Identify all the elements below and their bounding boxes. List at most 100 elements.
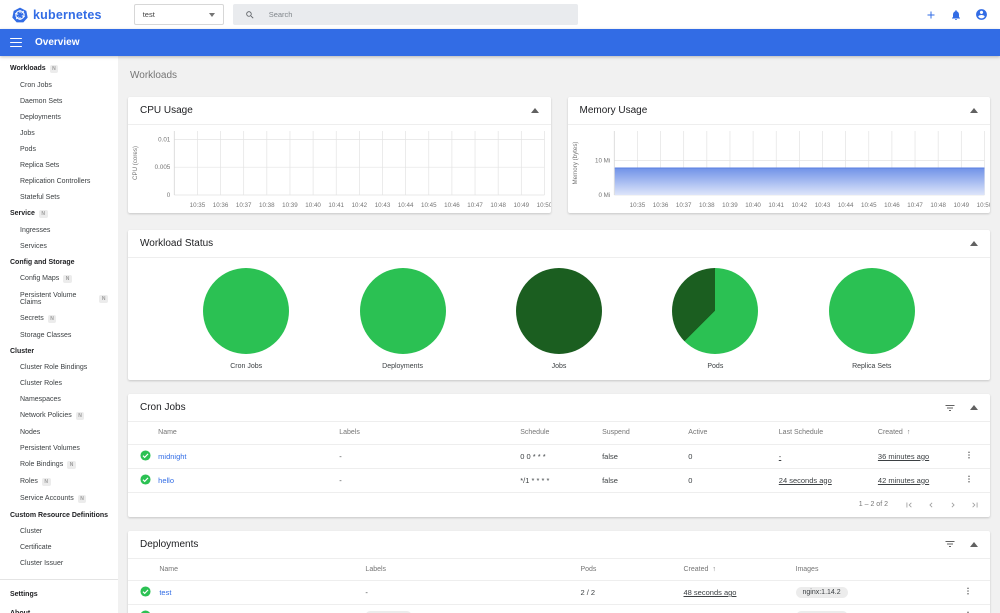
sidebar-item-cron-jobs[interactable]: Cron Jobs — [0, 77, 118, 93]
filter-button[interactable] — [944, 538, 956, 550]
next-page-button[interactable] — [948, 500, 958, 510]
search-bar[interactable] — [232, 4, 578, 25]
namespaced-badge: N — [41, 477, 51, 486]
sidebar-item-service[interactable]: Service N — [0, 205, 118, 222]
sidebar-item-cluster[interactable]: Cluster — [0, 343, 118, 359]
cell-labels: - — [339, 444, 521, 469]
sidebar-item-network-policies[interactable]: Network Policies N — [0, 407, 118, 424]
sidebar-item-pods[interactable]: Pods — [0, 141, 118, 157]
svg-text:10:41: 10:41 — [328, 202, 344, 209]
cell-name: test — [159, 580, 366, 605]
sidebar-item-config-maps[interactable]: Config Maps N — [0, 270, 118, 287]
column-header-schedule[interactable]: Schedule — [520, 422, 603, 445]
column-header-created[interactable]: Created ↑ — [877, 422, 963, 445]
cell-name: hello — [158, 468, 340, 493]
account-button[interactable] — [975, 8, 988, 21]
cell-created: 36 minutes ago — [877, 444, 963, 469]
sidebar-item-services[interactable]: Services — [0, 238, 118, 254]
resource-link[interactable]: hello — [158, 475, 175, 485]
resource-link[interactable]: midnight — [158, 451, 187, 461]
sidebar-item-label: Cluster — [20, 527, 43, 535]
column-header-pods[interactable]: Pods — [580, 558, 684, 581]
sidebar-item-cluster-role-bindings[interactable]: Cluster Role Bindings — [0, 359, 118, 375]
sidebar-item-settings[interactable]: Settings — [0, 586, 118, 602]
sidebar-item-certificate[interactable]: Certificate — [0, 539, 118, 555]
kebab-menu-icon — [967, 587, 970, 595]
cell-last_schedule: - — [778, 444, 878, 469]
sidebar-item-secrets[interactable]: Secrets N — [0, 310, 118, 327]
cell-name: midnight — [158, 444, 340, 469]
collapse-button[interactable] — [530, 108, 539, 113]
sidebar-item-persistent-volumes[interactable]: Persistent Volumes — [0, 440, 118, 456]
prev-page-button[interactable] — [926, 500, 936, 510]
column-header-status — [128, 558, 160, 581]
sidebar-item-label: Persistent Volumes — [20, 444, 80, 452]
arrow-up-icon — [970, 108, 978, 113]
sidebar-item-roles[interactable]: Roles N — [0, 473, 118, 490]
sidebar-item-label: Role Bindings — [20, 461, 64, 468]
sidebar-item-nodes[interactable]: Nodes — [0, 424, 118, 440]
menu-icon[interactable] — [10, 37, 22, 48]
collapse-button[interactable] — [970, 108, 978, 113]
sidebar-item-namespaces[interactable]: Namespaces — [0, 391, 118, 407]
sidebar-item-custom-resource-definitions[interactable]: Custom Resource Definitions — [0, 507, 118, 523]
sidebar-item-role-bindings[interactable]: Role Bindings N — [0, 456, 118, 473]
sidebar-item-replica-sets[interactable]: Replica Sets — [0, 157, 118, 173]
sidebar-item-cluster-issuer[interactable]: Cluster Issuer — [0, 555, 118, 571]
notifications-button[interactable] — [950, 9, 962, 21]
sidebar-item-cluster-roles[interactable]: Cluster Roles — [0, 375, 118, 391]
column-header-created[interactable]: Created ↑ — [683, 558, 796, 581]
sidebar-item-stateful-sets[interactable]: Stateful Sets — [0, 189, 118, 205]
svg-text:10:38: 10:38 — [699, 202, 715, 209]
sidebar-item-ingresses[interactable]: Ingresses — [0, 222, 118, 238]
card-title: Cron Jobs — [140, 402, 186, 413]
create-button[interactable] — [925, 9, 937, 21]
sidebar-item-workloads[interactable]: Workloads N — [0, 60, 118, 77]
toolbar-title: Overview — [35, 37, 80, 48]
collapse-button[interactable] — [970, 541, 978, 547]
sidebar-item-label: Daemon Sets — [20, 97, 63, 105]
sidebar-item-service-accounts[interactable]: Service Accounts N — [0, 490, 118, 507]
row-menu-button[interactable] — [961, 607, 975, 613]
pie-chart — [828, 268, 915, 354]
sidebar-item-persistent-volume-claims[interactable]: Persistent Volume Claims N — [0, 287, 118, 310]
kubernetes-logo[interactable]: kubernetes — [12, 7, 102, 23]
namespace-selector[interactable]: test — [133, 4, 224, 25]
last-page-icon — [972, 502, 978, 507]
column-header-suspend[interactable]: Suspend — [602, 422, 689, 445]
column-header-active[interactable]: Active — [688, 422, 779, 445]
namespaced-badge: N — [75, 411, 85, 420]
svg-text:10:44: 10:44 — [837, 202, 853, 209]
row-menu-button[interactable] — [961, 583, 975, 602]
collapse-button[interactable] — [970, 405, 978, 410]
last-page-button[interactable] — [970, 500, 980, 510]
column-header-labels[interactable]: Labels — [339, 422, 521, 445]
column-header-labels[interactable]: Labels — [365, 558, 581, 581]
column-header-name[interactable]: Name — [159, 558, 366, 581]
sidebar-item-cluster[interactable]: Cluster — [0, 523, 118, 539]
table-row: hello - */1 * * * * false 0 24 seconds ago 42 … — [128, 468, 990, 493]
search-input[interactable] — [268, 10, 566, 19]
namespaced-badge: N — [77, 494, 87, 503]
sidebar-item-daemon-sets[interactable]: Daemon Sets — [0, 93, 118, 109]
row-menu-button[interactable] — [962, 447, 976, 466]
sidebar-item-jobs[interactable]: Jobs — [0, 125, 118, 141]
sidebar-item-label: Config Maps — [20, 275, 60, 282]
first-page-button[interactable] — [904, 500, 914, 510]
svg-text:10:48: 10:48 — [490, 202, 506, 209]
cell-active: 0 — [688, 444, 779, 469]
sidebar-item-storage-classes[interactable]: Storage Classes — [0, 327, 118, 343]
sidebar-item-about[interactable]: About — [0, 605, 118, 613]
sidebar-item-deployments[interactable]: Deployments — [0, 109, 118, 125]
svg-text:10:47: 10:47 — [467, 202, 483, 209]
column-header-images[interactable]: Images — [795, 558, 962, 581]
sidebar-item-config-and-storage[interactable]: Config and Storage — [0, 254, 118, 270]
column-header-last_schedule[interactable]: Last Schedule — [778, 422, 878, 445]
row-menu-button[interactable] — [962, 471, 976, 490]
collapse-button[interactable] — [970, 241, 978, 246]
cell-status — [128, 468, 159, 493]
sidebar-item-replication-controllers[interactable]: Replication Controllers — [0, 173, 118, 189]
filter-button[interactable] — [944, 402, 956, 414]
column-header-name[interactable]: Name — [158, 422, 340, 445]
resource-link[interactable]: test — [159, 588, 172, 597]
